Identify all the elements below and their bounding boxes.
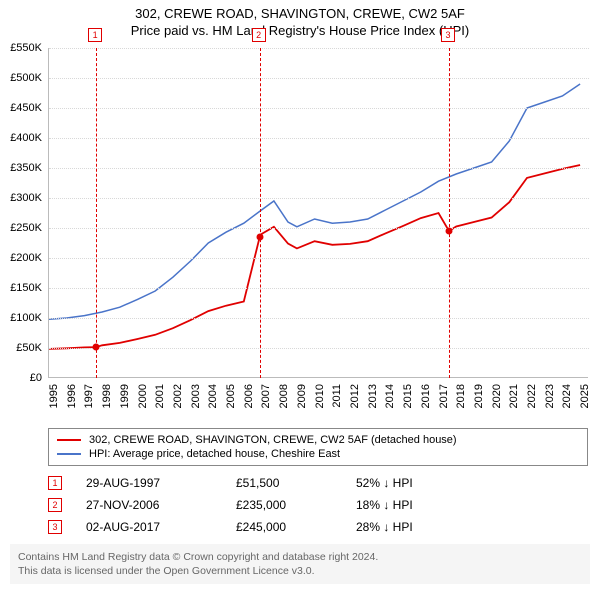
x-tick-label: 2025 xyxy=(579,384,591,408)
y-tick-label: £550K xyxy=(10,42,42,54)
legend-swatch xyxy=(57,439,81,441)
x-tick-label: 2003 xyxy=(190,384,202,408)
gridline-h xyxy=(49,348,589,349)
x-tick-label: 2015 xyxy=(402,384,414,408)
x-tick-label: 2000 xyxy=(137,384,149,408)
y-tick-label: £100K xyxy=(10,312,42,324)
legend-label: 302, CREWE ROAD, SHAVINGTON, CREWE, CW2 … xyxy=(89,434,457,446)
y-tick-label: £0 xyxy=(30,372,42,384)
x-tick-label: 2005 xyxy=(225,384,237,408)
x-tick-label: 2001 xyxy=(154,384,166,408)
y-tick-label: £50K xyxy=(16,342,42,354)
series-hpi-line xyxy=(49,84,580,319)
plot-region xyxy=(48,48,588,378)
sale-row-badge: 1 xyxy=(48,476,62,490)
x-tick-label: 2009 xyxy=(296,384,308,408)
sale-marker-badge: 1 xyxy=(88,28,102,42)
line-plot-svg xyxy=(49,48,589,378)
x-tick-label: 1996 xyxy=(66,384,78,408)
x-tick-label: 2017 xyxy=(438,384,450,408)
x-tick-label: 1998 xyxy=(101,384,113,408)
sale-marker-dot xyxy=(445,228,452,235)
sale-date: 02-AUG-2017 xyxy=(86,520,236,534)
y-tick-label: £200K xyxy=(10,252,42,264)
sale-date: 27-NOV-2006 xyxy=(86,498,236,512)
sale-marker-dot xyxy=(256,234,263,241)
sale-marker-line xyxy=(260,48,261,378)
y-tick-label: £300K xyxy=(10,192,42,204)
x-tick-label: 2022 xyxy=(526,384,538,408)
sale-marker-badge: 3 xyxy=(441,28,455,42)
footer-attribution: Contains HM Land Registry data © Crown c… xyxy=(10,544,590,584)
x-tick-label: 2023 xyxy=(544,384,556,408)
x-tick-label: 1995 xyxy=(48,384,60,408)
sale-row: 2 27-NOV-2006£235,00018% ↓ HPI xyxy=(48,494,588,516)
y-tick-label: £400K xyxy=(10,132,42,144)
x-tick-label: 2021 xyxy=(508,384,520,408)
sale-date: 29-AUG-1997 xyxy=(86,476,236,490)
sale-marker-dot xyxy=(93,344,100,351)
legend-label: HPI: Average price, detached house, Ches… xyxy=(89,448,340,460)
x-tick-label: 2013 xyxy=(367,384,379,408)
chart-container: 302, CREWE ROAD, SHAVINGTON, CREWE, CW2 … xyxy=(0,0,600,590)
y-tick-label: £350K xyxy=(10,162,42,174)
gridline-h xyxy=(49,318,589,319)
x-tick-label: 2016 xyxy=(420,384,432,408)
x-tick-label: 1997 xyxy=(83,384,95,408)
gridline-h xyxy=(49,168,589,169)
sale-row-badge: 2 xyxy=(48,498,62,512)
footer-line-2: This data is licensed under the Open Gov… xyxy=(18,564,582,578)
x-tick-label: 2002 xyxy=(172,384,184,408)
sale-vs-hpi: 18% ↓ HPI xyxy=(356,498,476,512)
gridline-h xyxy=(49,108,589,109)
sale-price: £51,500 xyxy=(236,476,356,490)
x-tick-label: 1999 xyxy=(119,384,131,408)
y-tick-label: £150K xyxy=(10,282,42,294)
gridline-h xyxy=(49,48,589,49)
gridline-h xyxy=(49,228,589,229)
chart-area: £0£50K£100K£150K£200K£250K£300K£350K£400… xyxy=(48,48,588,378)
chart-title: 302, CREWE ROAD, SHAVINGTON, CREWE, CW2 … xyxy=(0,0,600,21)
legend-item: 302, CREWE ROAD, SHAVINGTON, CREWE, CW2 … xyxy=(57,433,579,447)
series-price-paid-line xyxy=(49,165,580,349)
gridline-h xyxy=(49,258,589,259)
x-tick-label: 2007 xyxy=(260,384,272,408)
x-tick-label: 2020 xyxy=(491,384,503,408)
x-tick-label: 2019 xyxy=(473,384,485,408)
x-tick-label: 2008 xyxy=(278,384,290,408)
sale-row: 1 29-AUG-1997£51,50052% ↓ HPI xyxy=(48,472,588,494)
legend-swatch xyxy=(57,453,81,455)
x-tick-label: 2024 xyxy=(561,384,573,408)
y-tick-label: £450K xyxy=(10,102,42,114)
x-tick-label: 2018 xyxy=(455,384,467,408)
legend: 302, CREWE ROAD, SHAVINGTON, CREWE, CW2 … xyxy=(48,428,588,466)
footer-line-1: Contains HM Land Registry data © Crown c… xyxy=(18,550,582,564)
sale-marker-line xyxy=(96,48,97,378)
x-tick-label: 2012 xyxy=(349,384,361,408)
sale-row-badge: 3 xyxy=(48,520,62,534)
x-tick-label: 2006 xyxy=(243,384,255,408)
sale-price: £235,000 xyxy=(236,498,356,512)
gridline-h xyxy=(49,198,589,199)
sale-vs-hpi: 52% ↓ HPI xyxy=(356,476,476,490)
gridline-h xyxy=(49,138,589,139)
sales-table: 1 29-AUG-1997£51,50052% ↓ HPI 2 27-NOV-2006… xyxy=(48,472,588,538)
x-tick-label: 2014 xyxy=(384,384,396,408)
sale-marker-line xyxy=(449,48,450,378)
x-tick-label: 2010 xyxy=(314,384,326,408)
gridline-h xyxy=(49,78,589,79)
legend-item: HPI: Average price, detached house, Ches… xyxy=(57,447,579,461)
gridline-h xyxy=(49,288,589,289)
y-tick-label: £500K xyxy=(10,72,42,84)
sale-row: 3 02-AUG-2017£245,00028% ↓ HPI xyxy=(48,516,588,538)
x-tick-label: 2004 xyxy=(207,384,219,408)
y-tick-label: £250K xyxy=(10,222,42,234)
sale-marker-badge: 2 xyxy=(252,28,266,42)
sale-price: £245,000 xyxy=(236,520,356,534)
sale-vs-hpi: 28% ↓ HPI xyxy=(356,520,476,534)
x-tick-label: 2011 xyxy=(331,384,343,408)
